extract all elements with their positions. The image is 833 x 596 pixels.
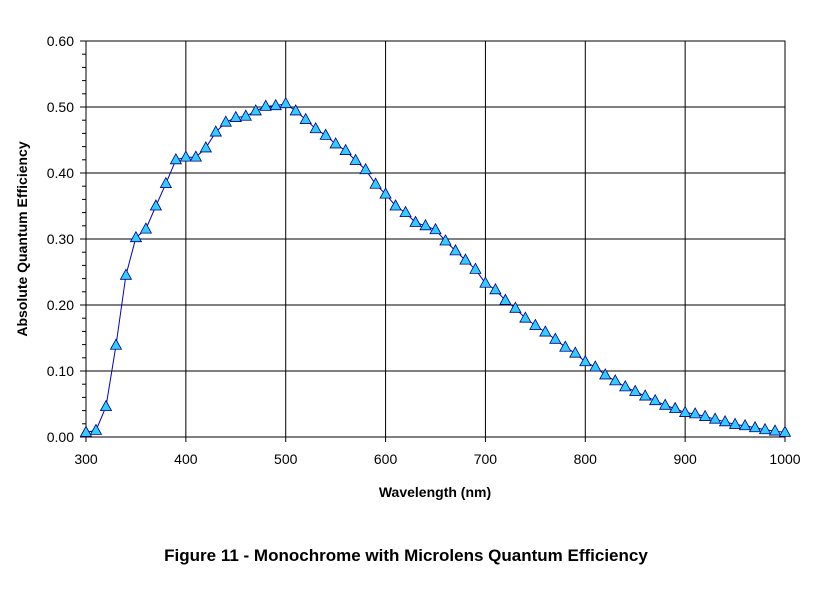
data-point-marker [748,420,762,433]
data-point-marker [289,104,302,116]
data-point-marker [629,384,642,396]
x-axis-title: Wavelength (nm) [379,484,491,500]
x-tick-label: 800 [574,451,598,467]
data-point-marker [569,346,582,358]
data-point-marker [399,205,412,218]
data-point-marker [539,325,552,337]
data-point-marker [469,262,482,274]
data-point-marker [389,199,402,211]
data-point-marker [189,150,203,162]
x-tick-label: 1000 [769,451,800,467]
y-minor-ticks [80,40,86,438]
data-point-marker [109,338,123,350]
data-point-marker [429,222,442,235]
data-point-marker [708,412,722,424]
data-point-marker [379,187,392,199]
data-point-marker [738,418,752,431]
x-tick-label: 600 [374,451,398,467]
y-tick-label: 0.20 [47,297,74,313]
data-point-marker [219,115,232,127]
data-point-marker [728,417,742,429]
data-point-marker [499,293,512,305]
y-tick-label: 0.00 [47,429,74,445]
data-point-marker [718,414,732,427]
y-tick-label: 0.30 [47,231,74,247]
data-point-marker [229,110,242,122]
data-point-marker [479,276,492,288]
qe-series-line [85,103,786,433]
data-point-marker [649,393,662,406]
data-point-marker [179,150,193,162]
data-point-marker [599,368,612,380]
data-point-marker [349,153,362,165]
data-point-marker [259,99,272,111]
data-point-marker [309,121,322,134]
data-point-marker [249,104,262,116]
data-point-marker [768,424,782,436]
data-point-marker [778,425,792,437]
data-point-marker [409,215,422,227]
data-point-marker [139,222,153,234]
y-tick-label: 0.40 [47,165,74,181]
data-point-marker [549,332,562,344]
x-axis-ticks: 300 400 500 600 700 800 900 1000 [74,437,801,467]
data-point-marker [209,125,222,137]
data-point-marker [239,109,252,121]
y-tick-label: 0.60 [47,33,74,49]
y-tick-label: 0.50 [47,99,74,115]
data-point-marker [299,112,312,124]
data-point-marker [589,360,602,372]
y-axis-ticks: 0.00 0.10 0.20 0.30 0.40 0.50 0.60 [47,33,74,445]
y-tick-label: 0.10 [47,363,74,379]
data-point-marker [269,98,282,111]
grid-lines [86,41,785,437]
data-point-marker [149,199,163,211]
data-point-marker [449,244,462,256]
figure-caption: Figure 11 - Monochrome with Microlens Qu… [164,546,648,565]
data-point-marker [439,234,452,246]
data-point-marker [639,389,652,401]
data-point-marker [119,268,133,280]
data-point-marker [698,409,712,421]
data-point-marker [559,340,572,352]
qe-chart: 300 400 500 600 700 800 900 1000 0.000.100.200.… [14,33,801,500]
data-point-marker [159,176,173,188]
data-point-marker [519,311,532,323]
data-point-marker [329,137,342,149]
data-point-marker [688,407,702,419]
qe-series-markers [79,96,792,437]
data-point-marker [658,398,672,410]
data-point-marker [678,405,692,417]
data-point-marker [199,141,213,153]
x-tick-label: 700 [474,451,498,467]
data-point-marker [459,253,472,265]
x-tick-label: 300 [74,451,98,467]
data-point-marker [419,218,432,231]
data-point-marker [169,152,183,165]
data-point-marker [619,380,632,392]
data-point-marker [279,96,292,109]
x-tick-label: 400 [174,451,198,467]
data-point-marker [319,128,332,140]
data-point-marker [509,301,522,313]
data-point-marker [579,354,592,367]
data-point-marker [489,282,502,295]
data-point-marker [668,401,682,414]
data-point-marker [758,422,772,435]
x-tick-label: 900 [673,451,697,467]
data-point-marker [89,423,103,435]
data-point-marker [339,143,352,155]
data-point-marker [369,177,382,189]
data-point-marker [99,399,113,412]
data-point-marker [79,425,93,437]
data-point-marker [359,162,372,175]
y-axis-title: Absolute Quantum Efficiency [14,141,30,336]
data-point-marker [129,230,143,243]
data-point-marker [609,374,622,386]
x-tick-label: 500 [274,451,298,467]
data-point-marker [529,318,542,330]
